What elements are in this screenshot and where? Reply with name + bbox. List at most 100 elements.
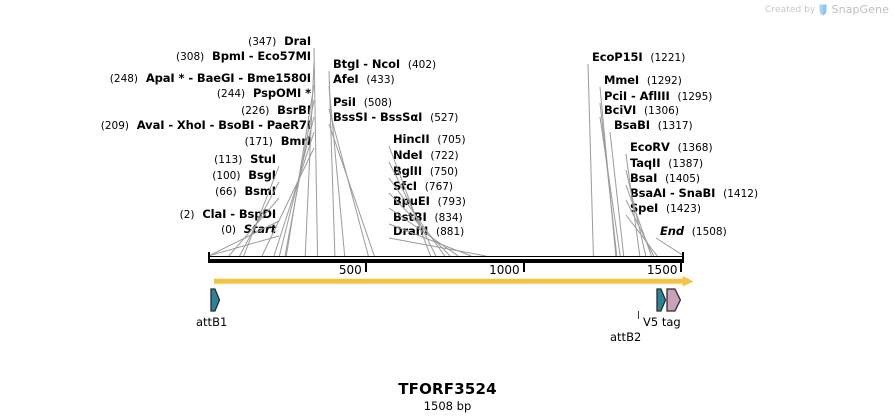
ruler-end-cap bbox=[682, 252, 684, 260]
enzyme-separator: - bbox=[254, 118, 267, 132]
enzyme-label-end: End (1508) bbox=[660, 225, 727, 238]
enzyme-separator: - bbox=[226, 207, 239, 221]
watermark-brand: SnapGene bbox=[831, 3, 889, 16]
enzyme-position: (767) bbox=[424, 181, 454, 193]
enzyme-position: (209) bbox=[100, 120, 129, 132]
enzyme-name: BpmI bbox=[212, 49, 245, 63]
feature-label-connector bbox=[638, 311, 639, 319]
page-title: TFORF3524 bbox=[398, 380, 497, 398]
enzyme-label-mmei: MmeI (1292) bbox=[604, 74, 682, 87]
enzyme-position: (705) bbox=[437, 134, 466, 146]
enzyme-name: SfcI bbox=[393, 179, 417, 193]
enzyme-name: ApaI * bbox=[145, 71, 185, 85]
enzyme-name: MmeI bbox=[604, 73, 640, 87]
enzyme-position: (722) bbox=[430, 150, 459, 162]
leader-line bbox=[207, 235, 280, 257]
enzyme-position: (793) bbox=[437, 196, 466, 208]
enzyme-position: (402) bbox=[407, 59, 437, 71]
enzyme-name: BssSαI bbox=[380, 110, 423, 124]
feature-label-attb1: attB1 bbox=[196, 315, 228, 329]
enzyme-label-bsai: BsaI (1405) bbox=[630, 172, 700, 185]
enzyme-label-bsssi: BssSI - BssSαI (527) bbox=[333, 111, 458, 124]
enzyme-separator: - bbox=[234, 71, 247, 85]
enzyme-name: BssSI bbox=[333, 110, 368, 124]
enzyme-name: BsaBI bbox=[614, 118, 650, 132]
enzyme-name: StuI bbox=[250, 152, 276, 166]
enzyme-position: (527) bbox=[430, 112, 459, 124]
enzyme-name: BciVI bbox=[604, 103, 637, 117]
enzyme-name: BsmI bbox=[244, 184, 277, 198]
enzyme-position: (1221) bbox=[650, 52, 686, 64]
enzyme-position: (1423) bbox=[666, 203, 701, 215]
enzyme-position: (433) bbox=[366, 74, 395, 86]
enzyme-separator: - bbox=[244, 49, 258, 63]
enzyme-label-bsabi: BsaBI (1317) bbox=[614, 119, 693, 132]
enzyme-label-pcii: PciI - AflIII (1295) bbox=[604, 90, 712, 103]
enzyme-name: TaqII bbox=[630, 156, 661, 170]
enzyme-label-bstbi: BstBI (834) bbox=[393, 211, 463, 224]
enzyme-name: BtgI bbox=[333, 57, 360, 71]
feature-attb2[interactable] bbox=[656, 288, 667, 312]
enzyme-label-sfci: SfcI (767) bbox=[393, 180, 453, 193]
enzyme-name: BglII bbox=[393, 164, 422, 178]
enzyme-position: (0) bbox=[221, 224, 236, 236]
ruler-bar bbox=[208, 259, 684, 263]
enzyme-label-stui: (113) StuI bbox=[214, 153, 276, 166]
enzyme-name: Bme1580I bbox=[246, 71, 311, 85]
enzyme-position: (1405) bbox=[665, 173, 700, 185]
enzyme-label-pspomi: (244) PspOMI * bbox=[217, 87, 311, 100]
enzyme-name: BmrI bbox=[280, 134, 311, 148]
ruler-tick-label: 1500 bbox=[646, 263, 678, 277]
enzyme-name: ClaI bbox=[202, 207, 227, 221]
feature-attb1[interactable] bbox=[210, 288, 221, 312]
leader-line bbox=[587, 63, 594, 257]
enzyme-separator: - bbox=[359, 57, 372, 71]
enzyme-label-bcivi: BciVI (1306) bbox=[604, 104, 679, 117]
enzyme-label-ndei: NdeI (722) bbox=[393, 149, 459, 162]
enzyme-name: DraI bbox=[284, 34, 311, 48]
enzyme-position: (66) bbox=[215, 186, 237, 198]
ruler-tick-label: 1000 bbox=[489, 263, 520, 277]
ruler-end-cap bbox=[208, 252, 210, 260]
enzyme-name: DraIII bbox=[393, 224, 429, 238]
enzyme-name: BpuEI bbox=[393, 194, 430, 208]
enzyme-label-clai: (2) ClaI - BspDI bbox=[180, 208, 276, 221]
enzyme-position: (2) bbox=[179, 209, 195, 221]
enzyme-position: (308) bbox=[176, 51, 205, 63]
enzyme-name: SnaBI bbox=[678, 186, 716, 200]
enzyme-separator: - bbox=[205, 118, 219, 132]
enzyme-label-afei: AfeI (433) bbox=[333, 73, 395, 86]
enzyme-name: NdeI bbox=[393, 148, 423, 162]
leader-line bbox=[609, 131, 625, 257]
enzyme-name: PspOMI * bbox=[252, 86, 311, 100]
enzyme-name: PsiI bbox=[333, 95, 356, 109]
enzyme-separator: - bbox=[184, 71, 197, 85]
enzyme-separator: - bbox=[627, 89, 640, 103]
enzyme-name: HincII bbox=[393, 132, 430, 146]
snapgene-logo-icon bbox=[819, 4, 827, 16]
enzyme-position: (171) bbox=[244, 136, 273, 148]
enzyme-name: EcoP15I bbox=[592, 50, 643, 64]
enzyme-label-bsmi: (66) BsmI bbox=[215, 185, 276, 198]
enzyme-separator: - bbox=[666, 186, 679, 200]
enzyme-position: (1317) bbox=[657, 120, 693, 132]
leader-line bbox=[328, 108, 369, 257]
leader-line bbox=[273, 131, 315, 257]
enzyme-label-bsaai: BsaAI - SnaBI (1412) bbox=[630, 187, 758, 200]
watermark-prefix: Created by bbox=[764, 4, 816, 15]
enzyme-label-bmri: (171) BmrI bbox=[245, 135, 311, 148]
enzyme-label-avai: (209) AvaI - XhoI - BsoBI - PaeR7I bbox=[101, 119, 311, 132]
enzyme-name: NcoI bbox=[371, 57, 401, 71]
ruler-tick-label: 500 bbox=[338, 263, 362, 277]
enzyme-position: (226) bbox=[241, 105, 270, 117]
enzyme-position: (1387) bbox=[668, 158, 704, 170]
enzyme-label-bsrbi: (226) BsrBI bbox=[241, 104, 311, 117]
enzyme-name: EcoRV bbox=[630, 140, 670, 154]
enzyme-label-btgi: BtgI - NcoI (402) bbox=[333, 58, 436, 71]
enzyme-label-spei: SpeI (1423) bbox=[630, 202, 701, 215]
feature-v5tag[interactable] bbox=[666, 288, 682, 312]
enzyme-label-ecop15i: EcoP15I (1221) bbox=[592, 51, 685, 64]
enzyme-label-draiii: DraIII (881) bbox=[393, 225, 464, 238]
